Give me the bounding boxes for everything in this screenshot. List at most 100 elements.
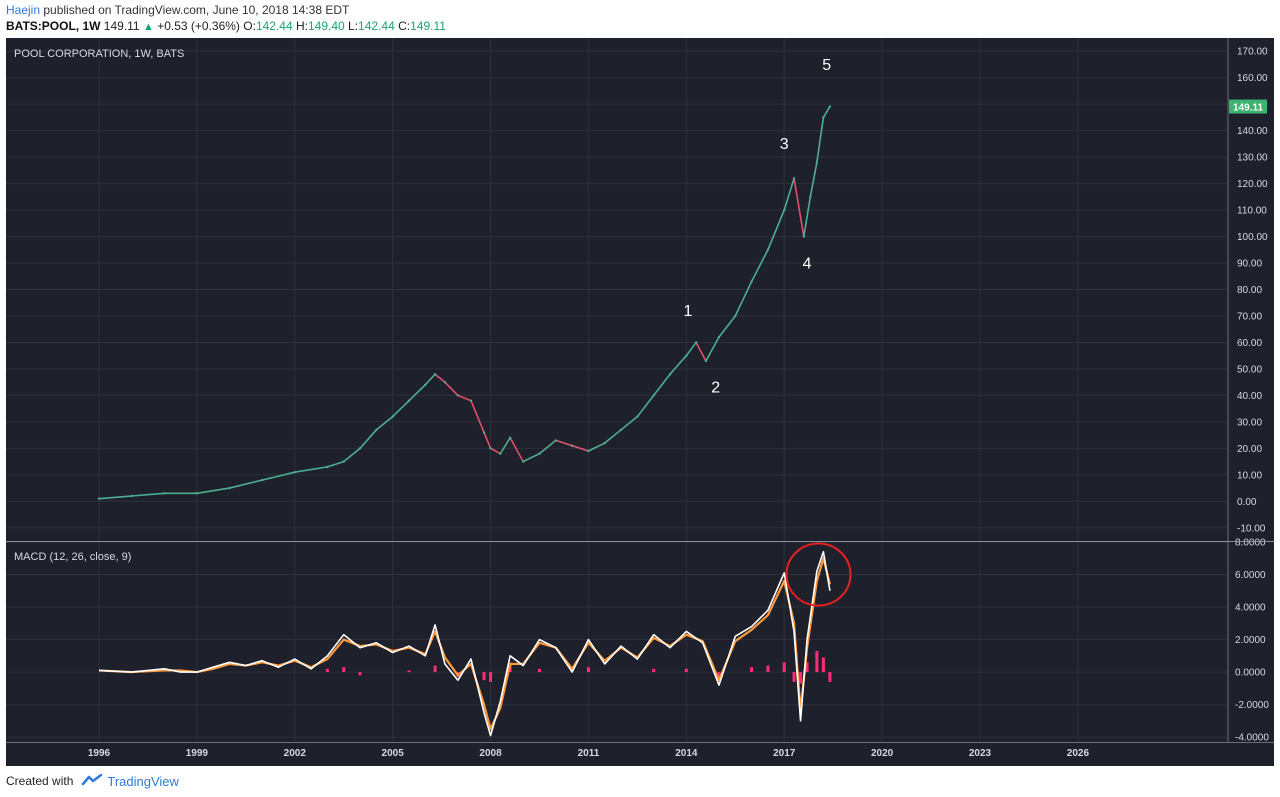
histogram-bar[interactable] (407, 670, 411, 673)
histogram-bar[interactable] (358, 672, 362, 676)
price-point[interactable] (750, 280, 753, 283)
price-point[interactable] (587, 449, 590, 453)
histogram-bar[interactable] (828, 672, 832, 682)
price-segment[interactable] (734, 281, 753, 317)
price-point[interactable] (704, 359, 708, 363)
histogram-bar[interactable] (489, 672, 493, 682)
histogram-bar[interactable] (717, 672, 721, 677)
price-segment[interactable] (793, 178, 805, 237)
price-segment[interactable] (375, 415, 394, 431)
chart-container[interactable]: 1 2 3 4 5 1996 1999 2002 2005 2008 2011 2014 2017 20… (6, 38, 1274, 766)
price-point[interactable] (260, 478, 264, 482)
price-segment[interactable] (636, 394, 655, 418)
price-segment[interactable] (816, 117, 825, 163)
price-point[interactable] (694, 341, 698, 344)
price-segment[interactable] (434, 373, 446, 383)
price-segment[interactable] (343, 447, 361, 463)
price-point[interactable] (828, 105, 832, 108)
price-point[interactable] (326, 465, 329, 469)
price-point[interactable] (375, 428, 378, 432)
price-point[interactable] (619, 428, 623, 432)
price-point[interactable] (489, 447, 492, 450)
price-point[interactable] (802, 235, 806, 238)
price-point[interactable] (554, 439, 558, 442)
price-segment[interactable] (408, 384, 426, 402)
price-point[interactable] (358, 447, 362, 450)
histogram-bar[interactable] (766, 665, 770, 673)
author-link[interactable]: Haejin (6, 3, 41, 17)
price-point[interactable] (130, 494, 133, 498)
price-point[interactable] (570, 444, 574, 447)
price-point[interactable] (163, 492, 166, 495)
price-point[interactable] (508, 436, 512, 439)
price-segment[interactable] (522, 452, 540, 463)
price-point[interactable] (822, 116, 825, 119)
price-segment[interactable] (483, 432, 492, 449)
histogram-bar[interactable] (750, 667, 754, 673)
histogram-bar[interactable] (652, 668, 656, 673)
price-point[interactable] (482, 431, 486, 434)
price-segment[interactable] (444, 381, 459, 396)
price-segment[interactable] (555, 439, 573, 447)
price-segment[interactable] (538, 439, 557, 455)
price-segment[interactable] (620, 415, 638, 431)
chart-svg[interactable]: 1 2 3 4 5 1996 1999 2002 2005 2008 2011 2014 2017 20… (6, 38, 1274, 766)
price-segment[interactable] (604, 429, 622, 444)
histogram-bar[interactable] (792, 672, 796, 682)
price-segment[interactable] (803, 196, 812, 237)
price-segment[interactable] (571, 444, 589, 452)
tradingview-link[interactable]: TradingView (107, 773, 179, 789)
histogram-bar[interactable] (342, 667, 346, 673)
price-point[interactable] (685, 354, 688, 357)
macd-pane[interactable] (98, 542, 852, 737)
price-segment[interactable] (653, 373, 671, 396)
price-segment[interactable] (718, 315, 736, 338)
price-point[interactable] (717, 335, 721, 339)
price-point[interactable] (391, 415, 394, 418)
price-segment[interactable] (509, 437, 524, 462)
price-point[interactable] (228, 486, 231, 490)
price-segment[interactable] (822, 106, 831, 118)
histogram-bar[interactable] (815, 650, 819, 673)
tradingview-logo-icon[interactable] (81, 773, 103, 789)
price-segment[interactable] (424, 373, 436, 386)
price-segment[interactable] (196, 487, 230, 495)
signal-line[interactable] (98, 557, 831, 731)
price-segment[interactable] (588, 442, 606, 452)
price-segment[interactable] (359, 429, 377, 449)
price-segment[interactable] (499, 437, 511, 455)
price-point[interactable] (293, 470, 296, 474)
price-point[interactable] (734, 314, 737, 318)
price-point[interactable] (433, 373, 437, 376)
macd-line[interactable] (98, 550, 831, 737)
price-segment[interactable] (783, 178, 795, 211)
price-segment[interactable] (229, 479, 263, 489)
price-point[interactable] (499, 452, 502, 455)
price-point[interactable] (815, 161, 819, 164)
price-point[interactable] (603, 441, 606, 445)
price-point[interactable] (766, 248, 770, 251)
price-segment[interactable] (685, 341, 697, 357)
price-point[interactable] (195, 492, 199, 495)
price-point[interactable] (521, 460, 525, 463)
price-point[interactable] (469, 399, 473, 402)
price-segment[interactable] (669, 355, 687, 375)
price-segment[interactable] (294, 466, 328, 473)
histogram-bar[interactable] (821, 657, 825, 673)
price-point[interactable] (342, 460, 345, 463)
price-point[interactable] (668, 373, 672, 376)
price-point[interactable] (792, 177, 796, 180)
price-segment[interactable] (767, 209, 785, 251)
price-segment[interactable] (131, 492, 165, 497)
histogram-bar[interactable] (782, 662, 786, 673)
price-point[interactable] (636, 415, 639, 418)
histogram-bar[interactable] (586, 667, 590, 673)
price-point[interactable] (538, 452, 541, 455)
price-point[interactable] (424, 383, 427, 387)
price-segment[interactable] (457, 394, 472, 402)
price-segment[interactable] (809, 162, 818, 197)
price-segment[interactable] (392, 400, 410, 418)
price-segment[interactable] (705, 336, 720, 362)
histogram-bar[interactable] (482, 672, 486, 681)
price-segment[interactable] (98, 495, 132, 500)
